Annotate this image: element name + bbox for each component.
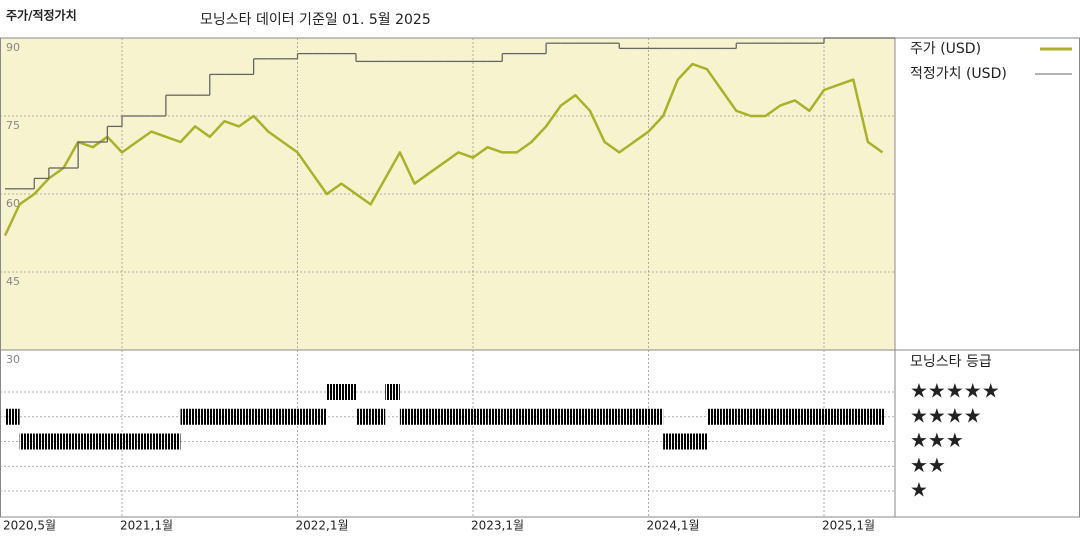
rating-label: ★★★★ — [910, 403, 982, 427]
rating-bar — [736, 408, 751, 425]
rating-bar — [663, 433, 678, 450]
x-tick-label: 2021,1월 — [120, 519, 173, 533]
rating-bar — [560, 408, 576, 425]
chart-subtitle: 모닝스타 데이터 기준일 01. 5월 2025 — [200, 12, 431, 28]
rating-bar — [151, 433, 166, 450]
rating-bar — [63, 433, 79, 450]
rating-bar — [590, 408, 605, 425]
rating-bar — [853, 408, 868, 425]
rating-bar — [429, 408, 444, 425]
rating-bar — [487, 408, 503, 425]
rating-bar — [282, 408, 298, 425]
y-tick-label: 90 — [6, 41, 20, 54]
rating-bar — [356, 408, 371, 425]
rating-bar — [107, 433, 122, 450]
rating-label: ★★★ — [910, 428, 964, 452]
rating-bar — [809, 408, 824, 425]
rating-label: ★★★★★ — [910, 379, 1000, 403]
rating-bar — [195, 408, 210, 425]
legend-label: 적정가치 (USD) — [910, 66, 1007, 82]
rating-bar — [531, 408, 547, 425]
rating-bar — [502, 408, 517, 425]
y-tick-label: 45 — [6, 275, 20, 288]
rating-bar — [92, 433, 108, 450]
rating-bar — [326, 384, 342, 400]
rating-bar — [180, 408, 196, 425]
rating-bar — [765, 408, 781, 425]
rating-bar — [707, 408, 722, 425]
rating-bar — [414, 408, 430, 425]
rating-bar — [867, 408, 883, 425]
x-tick-label: 2020,5월 — [3, 519, 56, 533]
rating-bar — [239, 408, 254, 425]
y-tick-label: 60 — [6, 197, 20, 210]
rating-bar — [575, 408, 590, 425]
x-tick-label: 2024,1월 — [647, 519, 700, 533]
rating-bar — [677, 433, 693, 450]
x-tick-label: 2023,1월 — [471, 519, 524, 533]
x-tick-label: 2022,1월 — [296, 519, 349, 533]
rating-bar — [721, 408, 737, 425]
rating-bar — [253, 408, 269, 425]
x-tick-label: 2025,1월 — [822, 519, 875, 533]
rating-bar — [5, 408, 20, 425]
rating-bar — [136, 433, 152, 450]
rating-bar — [619, 408, 634, 425]
rating-bar — [224, 408, 239, 425]
rating-bar — [458, 408, 473, 425]
rating-bar — [370, 408, 386, 425]
chart-title: 주가/적정가치 — [6, 8, 77, 23]
rating-bar — [165, 433, 181, 450]
rating-bar — [473, 408, 488, 425]
rating-bar — [516, 408, 532, 425]
rating-bar — [297, 408, 313, 425]
rating-bar — [604, 408, 620, 425]
rating-bar — [750, 408, 766, 425]
rating-bar — [633, 408, 649, 425]
rating-label: ★ — [910, 478, 928, 502]
rating-bar — [78, 433, 93, 450]
rating-bar — [385, 384, 400, 400]
ratings-title: 모닝스타 등급 — [910, 354, 992, 370]
rating-bar — [268, 408, 283, 425]
rating-bar — [882, 408, 885, 425]
rating-bar — [780, 408, 795, 425]
rating-bar — [648, 408, 664, 425]
rating-bar — [399, 408, 415, 425]
rating-bar — [341, 384, 356, 400]
rating-bar — [794, 408, 810, 425]
rating-bar — [122, 433, 137, 450]
legend-label: 주가 (USD) — [910, 41, 981, 57]
rating-bar — [838, 408, 854, 425]
rating-bar — [34, 433, 49, 450]
rating-bar — [824, 408, 839, 425]
rating-bar — [546, 408, 561, 425]
rating-bar — [692, 433, 707, 450]
rating-bar — [209, 408, 225, 425]
rating-bar — [443, 408, 459, 425]
y-tick-label: 30 — [6, 353, 20, 366]
rating-bar — [48, 433, 64, 450]
price-line — [3, 62, 884, 237]
y-tick-label: 75 — [6, 119, 20, 132]
rating-bar — [19, 433, 35, 450]
rating-bar — [312, 408, 327, 425]
rating-label: ★★ — [910, 453, 946, 477]
